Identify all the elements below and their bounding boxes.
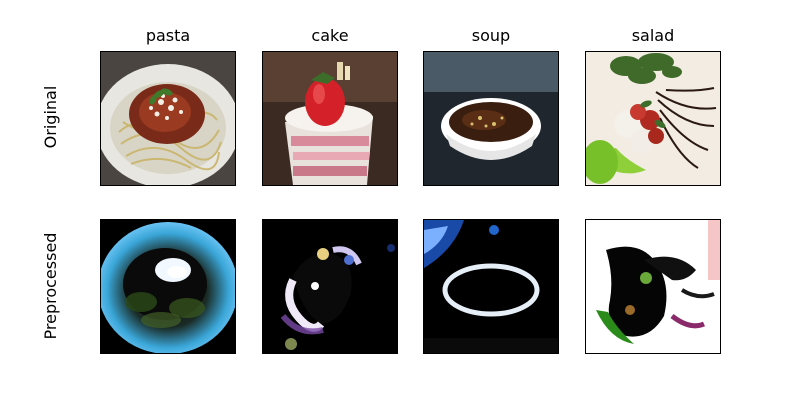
image-original-salad — [585, 51, 721, 186]
row-label-original: Original — [41, 85, 60, 149]
image-preprocessed-cake — [262, 219, 398, 354]
row-label-preprocessed: Preprocessed — [41, 232, 60, 340]
column-title-soup: soup — [471, 26, 511, 45]
image-original-pasta — [100, 51, 236, 186]
image-original-soup — [423, 51, 559, 186]
image-preprocessed-pasta — [100, 219, 236, 354]
column-title-cake: cake — [311, 26, 349, 45]
image-preprocessed-soup — [423, 219, 559, 354]
image-original-cake — [262, 51, 398, 186]
column-title-salad: salad — [631, 26, 675, 45]
column-title-pasta: pasta — [145, 26, 191, 45]
image-preprocessed-salad — [585, 219, 721, 354]
